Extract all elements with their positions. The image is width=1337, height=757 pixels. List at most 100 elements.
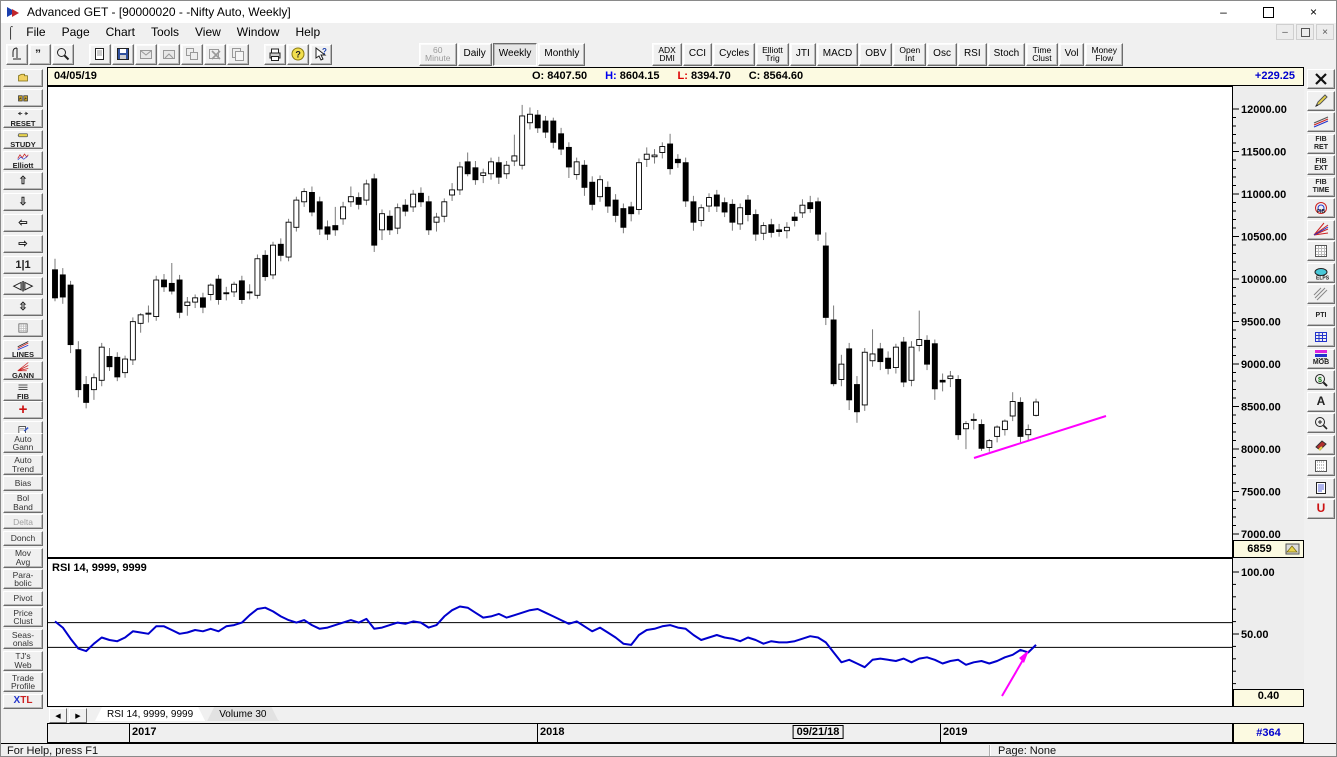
pti-button[interactable]: PTI (1307, 305, 1335, 326)
zoom-in-button[interactable] (1307, 413, 1335, 433)
elliott-button[interactable]: Elliott (3, 151, 43, 170)
indicator-cycles[interactable]: Cycles (713, 42, 756, 66)
scroll-right-button[interactable]: ⇨ (3, 235, 43, 253)
help-button[interactable]: ? (287, 43, 309, 65)
lines-tool-button[interactable]: LINES (3, 340, 43, 359)
scale-toggle-icon[interactable] (1285, 543, 1301, 555)
gann-tool-button[interactable]: GANN (3, 361, 43, 380)
indicator-macd[interactable]: MACD (816, 42, 859, 66)
zoom-tool-button[interactable] (52, 43, 74, 65)
candlestick-chart[interactable] (48, 87, 1232, 557)
indicator-osc[interactable]: Osc (927, 42, 957, 66)
indicator-obv[interactable]: OBV (859, 42, 893, 66)
tab-rsi[interactable]: RSI 14, 9999, 9999 (95, 707, 205, 721)
indicator-stoch[interactable]: Stoch (987, 42, 1026, 66)
menu-view[interactable]: View (194, 25, 221, 39)
fib-circle-button[interactable]: FIB (1307, 198, 1335, 218)
menu-file[interactable]: File (26, 25, 46, 39)
price-axis[interactable]: 12000.00 11500.00 11000.00 10500.00 10000.00… (1233, 86, 1304, 540)
indicator-jti[interactable]: JTI (789, 42, 816, 66)
restore-button[interactable] (1246, 1, 1291, 23)
study-donch[interactable]: Donch (3, 531, 43, 546)
child-close-button[interactable]: × (1316, 24, 1334, 40)
crosshair-button[interactable]: + (3, 401, 43, 419)
study-xtl[interactable]: XTL (3, 693, 43, 709)
one-to-one-button[interactable]: 1|1 (3, 256, 43, 274)
indicator-rsi[interactable]: RSI (957, 42, 987, 66)
fib-retrace-button[interactable]: FIB RET (1307, 133, 1335, 154)
rsi-pane[interactable]: RSI 14, 9999, 9999 (47, 558, 1233, 707)
context-help-button[interactable]: ? (310, 43, 332, 65)
indicator-open-int[interactable]: Open Int (893, 42, 927, 66)
date-axis[interactable]: 2017 2018 09/21/18 2019 (47, 723, 1233, 743)
close-button[interactable]: × (1309, 5, 1317, 19)
gann-fan-button[interactable] (1307, 219, 1335, 240)
child-restore-button[interactable] (1296, 24, 1314, 40)
study-auto-trend[interactable]: Auto Trend (3, 454, 43, 475)
study-seasonals[interactable]: Seas- onals (3, 629, 43, 649)
menu-tools[interactable]: Tools (150, 25, 179, 39)
indicator-adx-dmi[interactable]: ADX DMI (652, 42, 682, 66)
timeframe-60minute[interactable]: 60 Minute (419, 42, 457, 66)
study-button[interactable]: STUDY (3, 130, 43, 149)
minimize-button[interactable]: – (1220, 5, 1227, 19)
copy-chart-button[interactable] (227, 43, 249, 65)
save-page-button[interactable] (112, 43, 134, 65)
indicator-vol[interactable]: Vol (1058, 42, 1085, 66)
scroll-up-button[interactable]: ⇧ (3, 172, 43, 190)
regression-button[interactable] (1307, 284, 1335, 304)
compress-vertical-button[interactable]: ⇳ (3, 298, 43, 316)
text-tool-button[interactable]: A (1307, 391, 1335, 412)
make-break-button[interactable] (1307, 327, 1335, 347)
tab-scroll-right-button[interactable]: ▶ (69, 708, 87, 723)
study-pivot[interactable]: Pivot (3, 590, 43, 606)
ellipse-button[interactable]: ELPS (1307, 262, 1335, 283)
tab-volume[interactable]: Volume 30 (207, 707, 278, 721)
study-tjs-web[interactable]: TJ's Web (3, 650, 43, 671)
study-bias[interactable]: Bias (3, 476, 43, 492)
study-mov-avg[interactable]: Mov Avg (3, 547, 43, 568)
open-chart-button[interactable] (3, 69, 43, 87)
rsi-axis[interactable]: 100.00 50.00 (1233, 558, 1304, 689)
scroll-left-button[interactable]: ⇦ (3, 214, 43, 232)
print-button[interactable] (264, 43, 286, 65)
docking-handle-button[interactable] (6, 43, 28, 65)
study-parabolic[interactable]: Para- bolic (3, 569, 43, 590)
study-trade-profile[interactable]: Trade Profile (3, 672, 43, 693)
fib-extension-button[interactable]: FIB EXT (1307, 155, 1335, 175)
new-chart-button[interactable] (89, 43, 111, 65)
delete-chart-button[interactable] (204, 43, 226, 65)
pencil-button[interactable] (1307, 90, 1335, 111)
next-issue-button[interactable] (158, 43, 180, 65)
menu-window[interactable]: Window (236, 25, 280, 39)
gann-grid-button[interactable] (1307, 241, 1335, 261)
grid-button[interactable] (3, 319, 43, 337)
undo-button[interactable]: U (1307, 499, 1335, 519)
fib-time-button[interactable]: FIB TIME (1307, 176, 1335, 197)
quote-page-button[interactable]: ” (29, 43, 51, 65)
chart-view-button[interactable] (3, 89, 43, 107)
study-auto-gann[interactable]: Auto Gann (3, 433, 43, 453)
tile-charts-button[interactable] (181, 43, 203, 65)
child-minimize-button[interactable]: – (1276, 24, 1294, 40)
price-chart-pane[interactable] (47, 86, 1233, 558)
rsi-chart[interactable] (48, 559, 1232, 706)
indicator-money-flow[interactable]: Money Flow (1085, 42, 1123, 66)
prev-issue-button[interactable] (135, 43, 157, 65)
timeframe-weekly[interactable]: Weekly (492, 42, 538, 66)
menu-page[interactable]: Page (61, 25, 90, 39)
menu-chart[interactable]: Chart (105, 25, 135, 39)
reset-button[interactable]: RESET (3, 109, 43, 128)
indicator-cci[interactable]: CCI (682, 42, 713, 66)
mob-button[interactable]: MOBMOB (1307, 348, 1335, 369)
tab-scroll-left-button[interactable]: ◀ (49, 708, 67, 723)
timeframe-monthly[interactable]: Monthly (538, 42, 586, 66)
eraser-button[interactable] (1307, 434, 1335, 455)
menu-help[interactable]: Help (295, 25, 321, 39)
parallel-lines-button[interactable] (1307, 112, 1335, 132)
scroll-down-button[interactable]: ⇩ (3, 193, 43, 211)
timeframe-daily[interactable]: Daily (457, 42, 492, 66)
study-bol-band[interactable]: Bol Band (3, 492, 43, 513)
profit-taking-button[interactable]: $ (1307, 370, 1335, 390)
expand-horizontal-button[interactable]: ◁|▷ (3, 277, 43, 295)
